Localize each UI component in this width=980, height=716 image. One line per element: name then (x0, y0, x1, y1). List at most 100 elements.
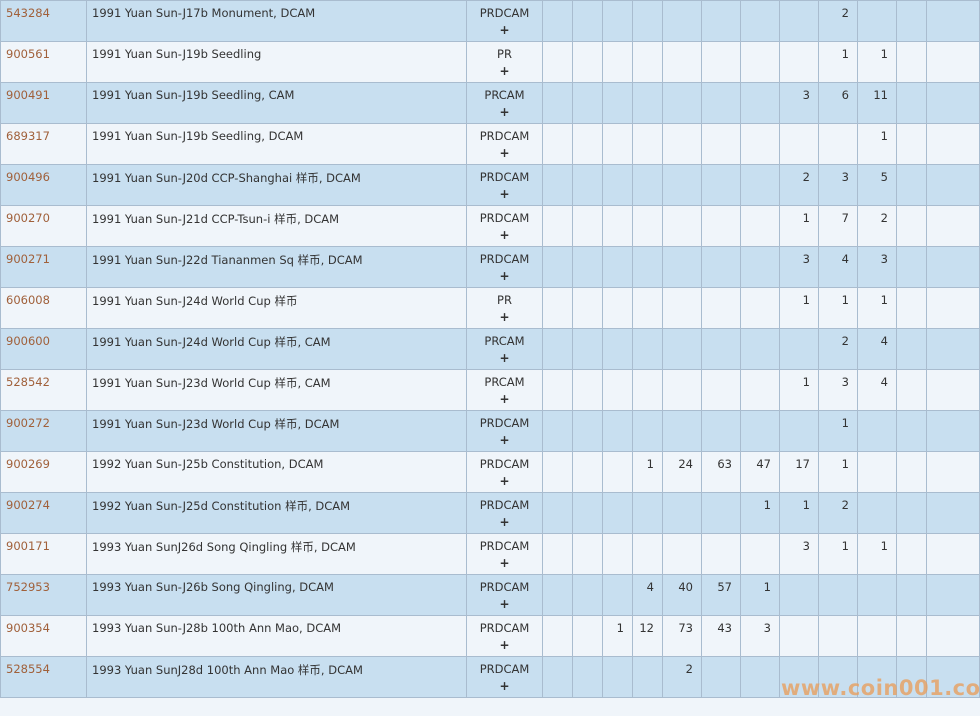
grade-count (896, 164, 927, 206)
table-row: 900272 1991 Yuan Sun-J23d World Cup 样币, D… (0, 410, 980, 452)
designation-cell: PR + (466, 41, 543, 83)
expand-plus-icon[interactable]: + (499, 679, 510, 693)
grade-count (857, 410, 897, 452)
coin-id-link[interactable]: 900274 (0, 492, 87, 534)
table-row: 900270 1991 Yuan Sun-J21d CCP-Tsun-i 样币, … (0, 205, 980, 247)
grade-count (662, 41, 702, 83)
coin-description: 1991 Yuan Sun-J19b Seedling, CAM (86, 82, 467, 124)
coin-id-link[interactable]: 900272 (0, 410, 87, 452)
grade-count (740, 205, 780, 247)
grade-count (602, 328, 633, 370)
designation: PRDCAM (479, 252, 530, 266)
expand-plus-icon[interactable]: + (499, 433, 510, 447)
grade-count (542, 205, 573, 247)
grade-count: 11 (857, 82, 897, 124)
grade-count (896, 287, 927, 329)
coin-id-link[interactable]: 900600 (0, 328, 87, 370)
table-row: 543284 1991 Yuan Sun-J17b Monument, DCAM P… (0, 0, 980, 42)
coin-id-link[interactable]: 689317 (0, 123, 87, 165)
grade-count: 1 (857, 123, 897, 165)
expand-plus-icon[interactable]: + (499, 105, 510, 119)
expand-plus-icon[interactable]: + (499, 310, 510, 324)
coin-id-link[interactable]: 528554 (0, 656, 87, 698)
grade-count (602, 369, 633, 411)
grade-count (542, 615, 573, 657)
coin-id-link[interactable]: 900491 (0, 82, 87, 124)
designation: PRDCAM (479, 498, 530, 512)
designation-cell: PRDCAM + (466, 0, 543, 42)
grade-count: 1 (857, 533, 897, 575)
designation-cell: PRDCAM + (466, 451, 543, 493)
expand-plus-icon[interactable]: + (499, 23, 510, 37)
grade-count (896, 451, 927, 493)
grade-count (701, 410, 741, 452)
expand-plus-icon[interactable]: + (499, 474, 510, 488)
expand-plus-icon[interactable]: + (499, 146, 510, 160)
grade-count (632, 533, 663, 575)
grade-count: 1 (779, 205, 819, 247)
grade-count (926, 41, 980, 83)
coin-id-link[interactable]: 606008 (0, 287, 87, 329)
expand-plus-icon[interactable]: + (499, 228, 510, 242)
grade-count (857, 615, 897, 657)
grade-count: 1 (632, 451, 663, 493)
coin-description: 1991 Yuan Sun-J24d World Cup 样币 (86, 287, 467, 329)
grade-count (740, 123, 780, 165)
coin-id-link[interactable]: 900561 (0, 41, 87, 83)
grade-count (779, 123, 819, 165)
expand-plus-icon[interactable]: + (499, 351, 510, 365)
grade-count (542, 123, 573, 165)
grade-count (779, 0, 819, 42)
grade-count (662, 82, 702, 124)
coin-id-link[interactable]: 900171 (0, 533, 87, 575)
grade-count (542, 656, 573, 698)
grade-count: 1 (857, 287, 897, 329)
coin-description: 1991 Yuan Sun-J22d Tiananmen Sq 样币, DCAM (86, 246, 467, 288)
coin-id-link[interactable]: 900354 (0, 615, 87, 657)
grade-count (572, 533, 603, 575)
designation-cell: PRDCAM + (466, 205, 543, 247)
grade-count (926, 205, 980, 247)
grade-count (572, 656, 603, 698)
expand-plus-icon[interactable]: + (499, 392, 510, 406)
grade-count (896, 246, 927, 288)
grade-count (602, 492, 633, 534)
grade-count: 1 (818, 287, 858, 329)
grade-count: 1 (818, 410, 858, 452)
grade-count (572, 82, 603, 124)
grade-count (701, 492, 741, 534)
grade-count (857, 492, 897, 534)
coin-id-link[interactable]: 900270 (0, 205, 87, 247)
coin-description: 1991 Yuan Sun-J19b Seedling (86, 41, 467, 83)
grade-count (602, 0, 633, 42)
grade-count: 1 (818, 451, 858, 493)
expand-plus-icon[interactable]: + (499, 515, 510, 529)
grade-count: 17 (779, 451, 819, 493)
grade-count (701, 41, 741, 83)
coin-id-link[interactable]: 528542 (0, 369, 87, 411)
expand-plus-icon[interactable]: + (499, 597, 510, 611)
grade-count: 63 (701, 451, 741, 493)
grade-count: 1 (818, 41, 858, 83)
expand-plus-icon[interactable]: + (499, 638, 510, 652)
expand-plus-icon[interactable]: + (499, 556, 510, 570)
grade-count (926, 574, 980, 616)
grade-count (632, 246, 663, 288)
expand-plus-icon[interactable]: + (499, 187, 510, 201)
expand-plus-icon[interactable]: + (499, 64, 510, 78)
expand-plus-icon[interactable]: + (499, 269, 510, 283)
grade-count (896, 82, 927, 124)
grade-count (602, 246, 633, 288)
coin-id-link[interactable]: 900271 (0, 246, 87, 288)
table-row: 528554 1993 Yuan SunJ28d 100th Ann Mao 样币… (0, 656, 980, 698)
grade-count (701, 656, 741, 698)
coin-id-link[interactable]: 543284 (0, 0, 87, 42)
grade-count (896, 492, 927, 534)
coin-id-link[interactable]: 900269 (0, 451, 87, 493)
grade-count: 1 (740, 492, 780, 534)
coin-description: 1993 Yuan Sun-J28b 100th Ann Mao, DCAM (86, 615, 467, 657)
grade-count: 1 (857, 41, 897, 83)
coin-id-link[interactable]: 900496 (0, 164, 87, 206)
coin-id-link[interactable]: 752953 (0, 574, 87, 616)
grade-count (740, 41, 780, 83)
